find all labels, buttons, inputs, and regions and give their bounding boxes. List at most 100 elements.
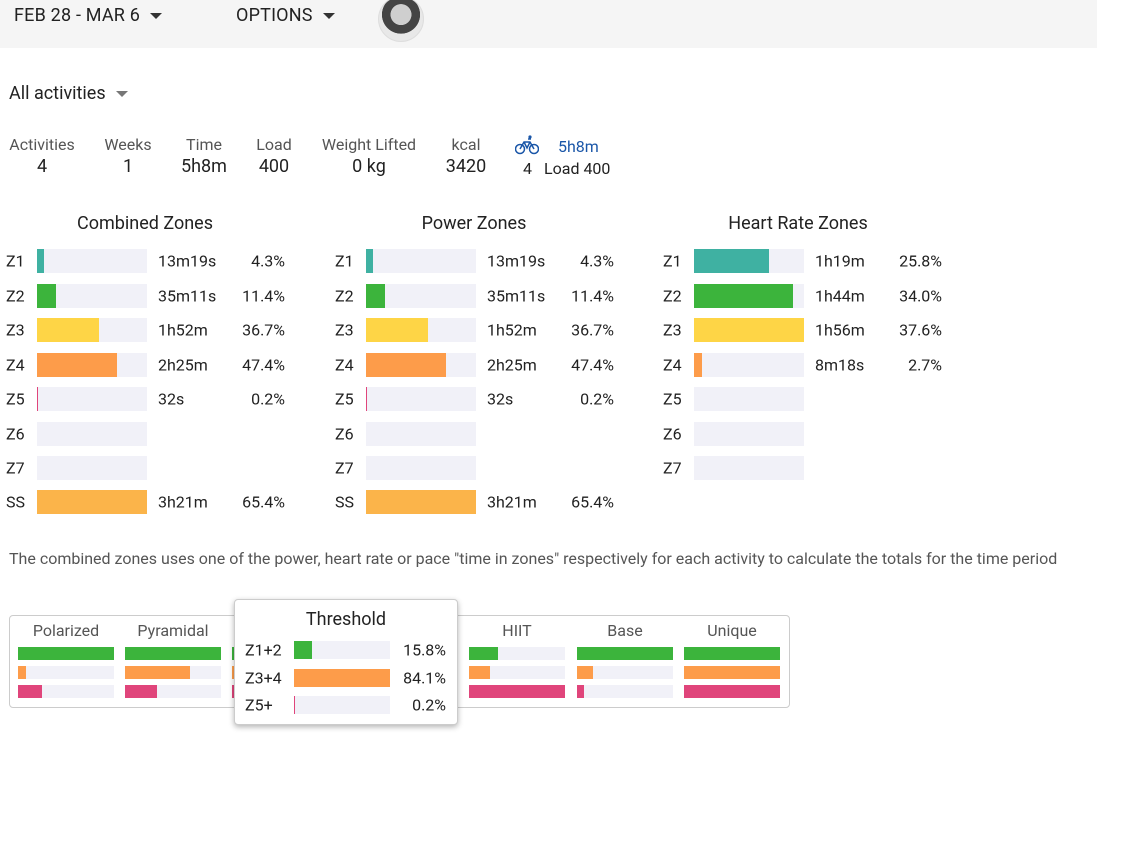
model-track	[469, 666, 565, 679]
model-name[interactable]: Polarized	[32, 621, 100, 640]
stat-label: Load	[256, 135, 292, 154]
model-track	[18, 647, 114, 660]
stat-label: Time	[186, 135, 222, 154]
filter-menu[interactable]: All activities	[9, 83, 128, 104]
model-track	[684, 666, 780, 679]
zone-percent: 37.6%	[899, 320, 942, 340]
zone-label: Z7	[335, 458, 354, 477]
zone-percent: 25.8%	[899, 251, 942, 271]
zone-label: Z1	[6, 251, 25, 271]
stat-label: kcal	[451, 135, 481, 154]
zone-bar	[37, 490, 147, 514]
options-menu[interactable]: OPTIONS	[236, 5, 335, 26]
sport-time[interactable]: 5h8m	[558, 137, 599, 156]
tooltip-bar	[294, 668, 390, 687]
zone-label: Z6	[6, 424, 25, 443]
model-bar	[469, 685, 565, 698]
model-track	[684, 647, 780, 660]
tooltip-percent: 0.2%	[412, 695, 446, 715]
zone-label: Z2	[335, 286, 354, 305]
tooltip-title: Threshold	[305, 609, 387, 630]
zone-track	[694, 283, 804, 308]
zone-time: 32s	[158, 389, 185, 409]
model-bar	[684, 666, 780, 679]
caret	[322, 13, 335, 20]
zone-percent: 4.3%	[251, 251, 285, 271]
zone-bar	[694, 249, 770, 273]
stat-label: Weeks	[104, 135, 152, 154]
model-name[interactable]: Unique	[707, 621, 757, 640]
model-bar	[125, 685, 157, 698]
model-track	[18, 666, 114, 679]
zone-track	[37, 283, 147, 308]
sport-load: Load 400	[544, 159, 611, 178]
tooltip: Threshold Z1+2 15.8% Z3+4 84.1% Z5+ 0.2%	[234, 599, 458, 725]
model-bar	[18, 685, 42, 698]
stat-value: 1	[122, 156, 134, 177]
tooltip-percent: 84.1%	[403, 668, 446, 687]
zone-track	[694, 352, 804, 377]
zone-label: Z2	[663, 286, 682, 305]
zone-time: 3h21m	[487, 492, 537, 512]
zone-track	[366, 490, 476, 514]
zone-label: Z7	[6, 458, 25, 477]
model-track	[125, 685, 221, 698]
zone-track	[37, 421, 147, 446]
zone-bar	[366, 387, 367, 411]
zone-label: Z1	[335, 251, 354, 271]
zone-label: Z7	[663, 458, 682, 477]
model-name[interactable]: Pyramidal	[137, 621, 209, 640]
zone-percent: 0.2%	[251, 389, 285, 409]
avatar[interactable]	[378, 0, 424, 42]
zone-label: SS	[335, 492, 354, 512]
model-track	[469, 685, 565, 698]
zone-bar	[366, 490, 476, 514]
zone-track	[37, 490, 147, 514]
zone-bar	[37, 387, 38, 411]
zone-bar	[37, 283, 57, 308]
model-bar	[684, 647, 780, 660]
tooltip-bar	[294, 696, 295, 714]
stat-label: Activities	[9, 135, 75, 154]
date-range-menu[interactable]: FEB 28 - MAR 6	[14, 5, 163, 26]
zone-label: Z1	[663, 251, 682, 271]
model-track	[469, 647, 565, 660]
zone-time: 1h52m	[487, 320, 537, 340]
model-track	[577, 647, 673, 660]
sport-count: 4	[523, 159, 532, 178]
bike-icon	[515, 135, 539, 155]
model-name[interactable]: HIIT	[502, 621, 532, 640]
zone-label: Z4	[6, 355, 25, 374]
model-bar	[469, 647, 498, 660]
zone-time: 1h56m	[815, 320, 865, 340]
stat-value: 0 kg	[352, 156, 386, 177]
zone-time: 1h44m	[815, 286, 865, 305]
note: The combined zones uses one of the power…	[9, 549, 1058, 568]
zone-track	[37, 352, 147, 377]
zone-label: Z5	[335, 389, 354, 409]
zone-track	[694, 455, 804, 480]
caret	[150, 13, 163, 20]
model-bar	[577, 666, 594, 679]
zone-time: 1h52m	[158, 320, 208, 340]
stat-value: 5h8m	[181, 156, 227, 177]
model-name[interactable]: Base	[607, 621, 643, 640]
zone-time: 3h21m	[158, 492, 208, 512]
caret	[115, 91, 128, 98]
zone-bar	[694, 352, 702, 377]
zone-label: Z6	[335, 424, 354, 443]
zone-label: Z3	[663, 320, 682, 340]
zone-percent: 34.0%	[899, 286, 942, 305]
zone-time: 13m19s	[158, 251, 217, 271]
model-track	[125, 647, 221, 660]
top-bar	[0, 0, 1097, 48]
options[interactable]: OPTIONS	[236, 5, 313, 26]
zone-percent: 65.4%	[571, 492, 614, 512]
model-bar	[684, 685, 780, 698]
zone-time: 32s	[487, 389, 514, 409]
zone-bar	[366, 318, 428, 342]
date-range[interactable]: FEB 28 - MAR 6	[14, 5, 141, 26]
model-track	[577, 666, 673, 679]
zone-track	[37, 387, 147, 411]
filter[interactable]: All activities	[9, 83, 106, 104]
